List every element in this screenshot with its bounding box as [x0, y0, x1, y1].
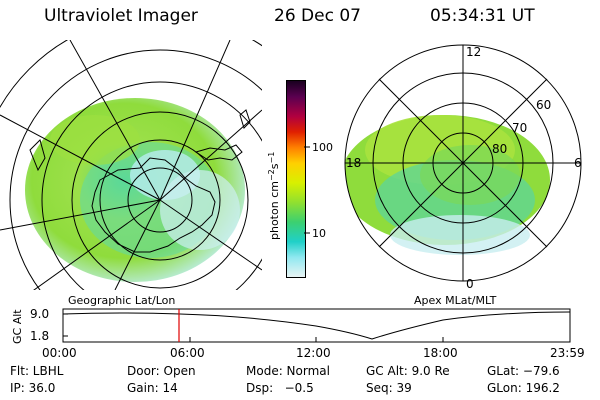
info-mode: Mode: Normal	[246, 364, 330, 378]
info-ip: IP: 36.0	[10, 381, 56, 395]
xtick-1800: 18:00	[423, 346, 458, 360]
geographic-map: Geographic Lat/Lon	[0, 40, 262, 307]
info-flt: Flt: LBHL	[10, 364, 64, 378]
xtick-2359: 23:59	[550, 346, 585, 360]
altitude-curve	[62, 311, 571, 340]
info-dsp: Dsp: −0.5	[246, 381, 314, 395]
mlat-label-80: 80	[492, 142, 507, 156]
info-gain: Gain: 14	[127, 381, 178, 395]
info-door: Door: Open	[127, 364, 196, 378]
mlat-label-70: 70	[512, 121, 527, 135]
header-date: 26 Dec 07	[274, 6, 361, 26]
info-glat: GLat: −79.6	[487, 364, 560, 378]
ytick-1_8: 1.8	[30, 329, 49, 343]
right-caption: Apex MLat/MLT	[414, 294, 497, 307]
xtick-0600: 06:00	[170, 346, 205, 360]
app-title: Ultraviolet Imager	[44, 6, 198, 26]
mlt-label-12: 12	[466, 45, 481, 59]
ytick-9: 9.0	[30, 307, 49, 321]
xtick-0000: 00:00	[42, 346, 77, 360]
xtick-1200: 12:00	[296, 346, 331, 360]
colorbar	[286, 80, 306, 278]
magnetic-polar-plot: 12 6 0 18 60 70 80 Apex MLat/MLT	[344, 44, 582, 307]
mlt-label-18: 18	[346, 156, 361, 170]
mlt-label-6: 6	[574, 156, 582, 170]
left-caption: Geographic Lat/Lon	[68, 294, 175, 307]
info-gcalt: GC Alt: 9.0 Re	[366, 364, 450, 378]
info-glon: GLon: 196.2	[487, 381, 560, 395]
meridians	[0, 40, 262, 290]
lat-circles	[0, 40, 262, 290]
coastline	[91, 157, 216, 253]
info-seq: Seq: 39	[366, 381, 412, 395]
mlat-label-60: 60	[536, 98, 551, 112]
mlt-label-0: 0	[466, 277, 474, 291]
altitude-ylabel: GC Alt	[11, 309, 24, 344]
header-time: 05:34:31 UT	[430, 6, 535, 26]
